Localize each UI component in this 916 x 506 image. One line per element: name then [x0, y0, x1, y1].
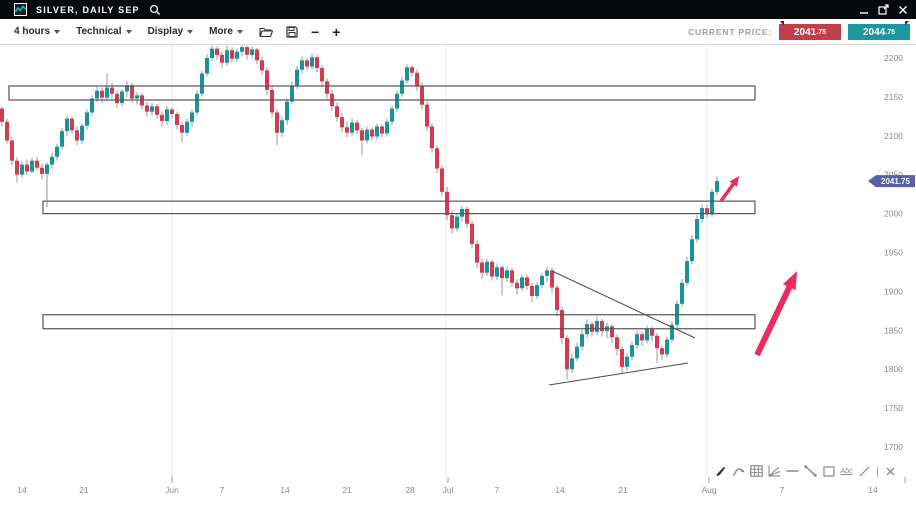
fan-lines-tool-icon[interactable]	[768, 464, 781, 478]
ask-price-int: 2044	[863, 26, 886, 38]
candlestick-series	[0, 45, 719, 380]
zoom-in-button[interactable]: +	[332, 23, 341, 40]
svg-text:1850: 1850	[884, 325, 903, 335]
trendline	[551, 270, 696, 339]
bid-price-dec: .75	[816, 28, 826, 36]
svg-text:14: 14	[280, 485, 290, 495]
minimize-button[interactable]	[859, 5, 869, 15]
drawing-toolbar: Abc |	[714, 462, 897, 480]
current-price-label: CURRENT PRICE:	[688, 27, 772, 37]
search-icon[interactable]	[149, 4, 161, 16]
svg-text:14: 14	[555, 485, 565, 495]
text-tool-label: Abc	[840, 467, 853, 475]
svg-text:21: 21	[618, 485, 628, 495]
svg-text:2100: 2100	[884, 131, 903, 141]
save-icon[interactable]	[286, 25, 298, 38]
zone-rectangle	[42, 314, 756, 330]
text-tool-icon[interactable]: Abc	[840, 464, 853, 478]
horizontal-line-tool-icon[interactable]	[786, 464, 799, 478]
trend-line-tool-icon[interactable]	[804, 464, 817, 478]
chevron-down-icon	[125, 29, 132, 34]
chevron-down-icon	[237, 29, 243, 34]
svg-text:14: 14	[17, 485, 27, 495]
svg-text:1800: 1800	[884, 364, 903, 374]
svg-text:7: 7	[220, 485, 225, 495]
svg-text:2050: 2050	[884, 170, 903, 180]
current-price-group: CURRENT PRICE: 2041.75 2044.75	[688, 19, 910, 45]
svg-text:1950: 1950	[884, 248, 903, 258]
technical-dropdown-label: Technical	[76, 26, 122, 37]
date-axis[interactable]: 14 21 Jun 7 14 21 28 Jul 7 14 21 Aug 7 14	[17, 477, 906, 495]
svg-text:14: 14	[868, 485, 878, 495]
more-dropdown[interactable]: More	[209, 26, 243, 37]
svg-text:21: 21	[342, 485, 352, 495]
svg-text:2000: 2000	[884, 209, 903, 219]
svg-text:21: 21	[79, 485, 89, 495]
open-folder-icon[interactable]	[259, 26, 273, 38]
toolbar-separator: |	[876, 464, 880, 478]
zoom-out-button[interactable]: −	[311, 23, 320, 40]
svg-text:2041.75: 2041.75	[881, 177, 910, 186]
bid-price-badge: 2041.75	[779, 21, 841, 40]
app-logo-icon	[14, 3, 27, 16]
table-tool-icon[interactable]	[750, 464, 763, 478]
technical-dropdown[interactable]: Technical	[76, 26, 132, 37]
pen-tool-icon[interactable]	[714, 464, 727, 478]
ask-price-dec: .75	[885, 28, 895, 36]
up-arrow	[719, 176, 739, 202]
timeframe-dropdown[interactable]: 4 hours	[14, 26, 61, 37]
svg-text:2150: 2150	[884, 92, 903, 102]
display-dropdown[interactable]: Display	[148, 26, 194, 37]
chart-toolbar: 4 hours Technical Display More −	[0, 19, 916, 45]
svg-text:Aug: Aug	[701, 485, 716, 495]
svg-text:1900: 1900	[884, 286, 903, 296]
zone-rectangle	[8, 85, 756, 101]
rectangle-tool-icon[interactable]	[822, 464, 835, 478]
bullish-arrows[interactable]	[719, 176, 797, 357]
chevron-down-icon	[187, 29, 194, 34]
up-arrow	[754, 271, 797, 357]
display-dropdown-label: Display	[147, 26, 184, 37]
title-bar: SILVER, DAILY SEP	[0, 0, 916, 19]
month-gridlines	[171, 45, 708, 477]
close-button[interactable]	[898, 5, 908, 15]
supply-demand-zones[interactable]	[8, 85, 756, 330]
zone-rectangle	[42, 200, 756, 215]
ask-price-badge: 2044.75	[848, 21, 910, 40]
svg-text:7: 7	[780, 485, 785, 495]
svg-text:Jun: Jun	[165, 485, 179, 495]
diagonal-line-tool-icon[interactable]	[858, 464, 871, 478]
timeframe-dropdown-label: 4 hours	[14, 26, 51, 37]
window-controls	[859, 0, 908, 19]
svg-text:2200: 2200	[884, 53, 903, 63]
trendline	[548, 362, 689, 386]
svg-text:Jul: Jul	[443, 485, 454, 495]
more-dropdown-label: More	[209, 26, 233, 37]
close-drawing-toolbar-icon[interactable]	[884, 464, 897, 478]
svg-text:1750: 1750	[884, 403, 903, 413]
svg-text:7: 7	[495, 485, 500, 495]
current-price-tag: 2041.75	[868, 175, 915, 188]
triangle-trendlines[interactable]	[548, 270, 696, 386]
chevron-down-icon	[54, 29, 61, 34]
symbol-title: SILVER, DAILY SEP	[36, 4, 140, 15]
svg-text:1700: 1700	[884, 442, 903, 452]
bid-price-int: 2041	[794, 26, 817, 38]
svg-text:28: 28	[405, 485, 415, 495]
price-axis[interactable]: 2200 2150 2100 2050 2000 1950 1900 1850 1800 1750…	[884, 53, 903, 452]
popout-button[interactable]	[878, 4, 889, 15]
freehand-curve-icon[interactable]	[732, 464, 745, 478]
